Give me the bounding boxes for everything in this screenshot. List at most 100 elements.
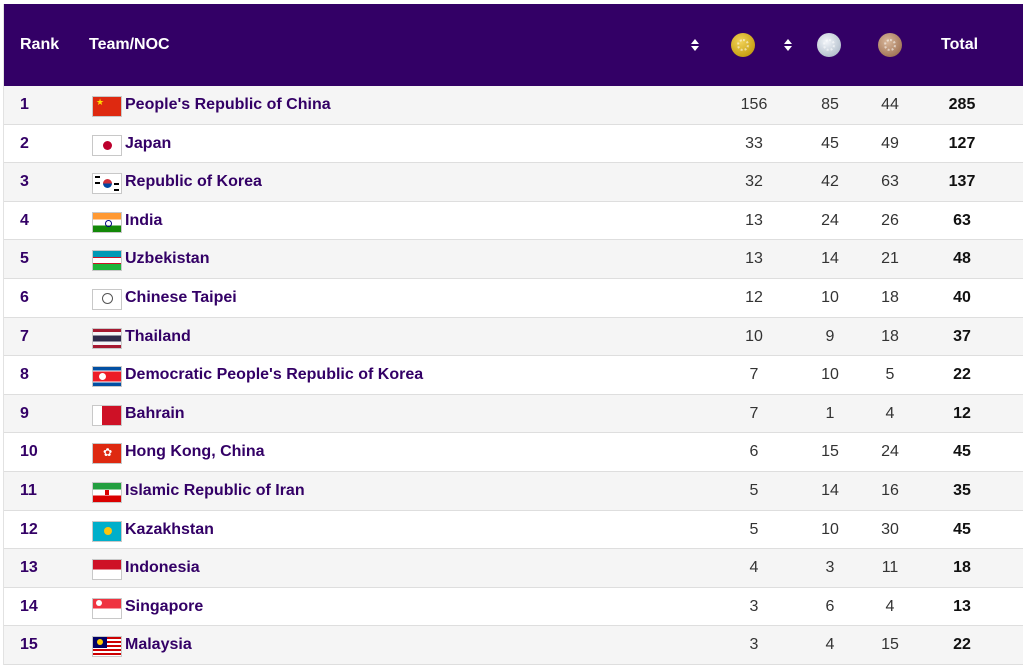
team-name-link[interactable]: Kazakhstan <box>125 520 214 538</box>
bronze-count-cell: 26 <box>881 211 899 229</box>
sort-team-icon[interactable] <box>691 39 699 51</box>
gold-count-cell: 4 <box>749 559 759 577</box>
table-row[interactable]: 5 Uzbekistan 13 14 21 48 <box>4 240 1023 279</box>
total-column-header[interactable]: Total <box>941 36 979 53</box>
table-row[interactable]: 3 Republic of Korea 32 42 63 137 <box>4 163 1023 202</box>
total-count-cell: 18 <box>953 559 971 577</box>
total-count-cell: 22 <box>953 636 971 654</box>
total-count-cell: 12 <box>953 404 971 422</box>
gold-count-cell: 3 <box>749 597 759 615</box>
silver-count-cell: 42 <box>821 173 839 191</box>
team-name-link[interactable]: Republic of Korea <box>125 173 262 191</box>
silver-count-cell: 85 <box>821 96 839 113</box>
rank-cell: 7 <box>20 327 29 345</box>
korea-flag-icon <box>92 173 122 195</box>
team-name-link[interactable]: Chinese Taipei <box>125 288 237 306</box>
gold-count-cell: 13 <box>745 211 763 229</box>
silver-count-cell: 1 <box>825 404 835 422</box>
team-name-link[interactable]: Malaysia <box>125 636 192 654</box>
gold-count-cell: 5 <box>749 520 759 538</box>
table-row[interactable]: 4 India 13 24 26 63 <box>4 201 1023 241</box>
rank-cell: 2 <box>20 134 29 152</box>
rank-cell: 1 <box>20 96 29 113</box>
team-name-link[interactable]: Democratic People's Republic of Korea <box>125 366 424 384</box>
table-row[interactable]: 1 ★ People's Republic of China 156 85 44 285 <box>4 86 1023 125</box>
table-row[interactable]: 12 Kazakhstan 5 10 30 45 <box>4 510 1023 550</box>
gold-medal-icon[interactable] <box>731 33 755 57</box>
rank-cell: 13 <box>20 559 38 577</box>
total-count-cell: 35 <box>953 481 971 499</box>
kazakhstan-flag-icon <box>92 520 122 542</box>
total-count-cell: 37 <box>953 327 971 345</box>
gold-count-cell: 13 <box>745 250 763 268</box>
rank-cell: 4 <box>20 211 29 229</box>
rank-cell: 11 <box>20 481 37 499</box>
table-body: 1 ★ People's Republic of China 156 85 44 285 2 J… <box>4 86 1023 665</box>
sort-gold-icon[interactable] <box>784 39 792 51</box>
team-name-link[interactable]: Bahrain <box>125 404 185 422</box>
gold-count-cell: 7 <box>749 366 759 384</box>
silver-count-cell: 10 <box>821 288 839 306</box>
bronze-count-cell: 15 <box>881 636 899 654</box>
gold-count-cell: 10 <box>745 327 763 345</box>
gold-count-cell: 12 <box>745 288 763 306</box>
singapore-flag-icon <box>92 597 122 619</box>
rank-cell: 14 <box>20 597 38 615</box>
total-count-cell: 48 <box>953 250 971 268</box>
silver-count-cell: 14 <box>821 481 839 499</box>
bronze-count-cell: 11 <box>881 559 899 577</box>
silver-medal-icon[interactable] <box>817 33 841 57</box>
table-row[interactable]: 2 Japan 33 45 49 127 <box>4 124 1023 164</box>
team-column-header[interactable]: Team/NOC <box>89 36 170 53</box>
gold-count-cell: 7 <box>749 404 759 422</box>
rank-column-header[interactable]: Rank <box>20 36 60 53</box>
table-row[interactable]: 14 Singapore 3 6 4 13 <box>4 587 1023 627</box>
total-count-cell: 22 <box>953 366 971 384</box>
bronze-count-cell: 44 <box>881 96 899 113</box>
bronze-count-cell: 21 <box>881 250 899 268</box>
team-name-link[interactable]: Islamic Republic of Iran <box>125 481 305 499</box>
total-count-cell: 127 <box>948 134 976 152</box>
hong-kong-flag-icon: ✿ <box>92 443 122 465</box>
table-row[interactable]: 9 Bahrain 7 1 4 12 <box>4 394 1023 434</box>
table-row[interactable]: 11 Islamic Republic of Iran 5 14 16 35 <box>4 471 1023 511</box>
table-row[interactable]: 6 Chinese Taipei 12 10 18 40 <box>4 278 1023 318</box>
india-flag-icon <box>92 211 122 233</box>
gold-count-cell: 6 <box>749 443 759 461</box>
gold-count-cell: 156 <box>740 96 768 113</box>
thailand-flag-icon <box>92 327 122 349</box>
medal-table: Rank Team/NOC Total 1 ★ People's Republic … <box>3 4 1023 665</box>
bronze-count-cell: 4 <box>885 597 895 615</box>
table-row[interactable]: 13 Indonesia 4 3 11 18 <box>4 549 1023 588</box>
rank-cell: 8 <box>20 366 29 384</box>
silver-count-cell: 15 <box>821 443 839 461</box>
team-name-link[interactable]: Uzbekistan <box>125 250 210 268</box>
team-name-link[interactable]: Thailand <box>125 327 191 345</box>
bronze-count-cell: 30 <box>881 520 899 538</box>
team-name-link[interactable]: Japan <box>125 134 172 152</box>
team-name-link[interactable]: People's Republic of China <box>125 96 331 113</box>
china-flag-icon: ★ <box>92 96 122 117</box>
table-row[interactable]: 7 Thailand 10 9 18 37 <box>4 317 1023 357</box>
table-row[interactable]: 15 Malaysia 3 4 15 22 <box>4 626 1023 665</box>
silver-count-cell: 3 <box>825 559 835 577</box>
team-name-link[interactable]: Indonesia <box>125 559 200 577</box>
team-name-link[interactable]: India <box>125 211 163 229</box>
indonesia-flag-icon <box>92 559 122 581</box>
rank-cell: 10 <box>20 443 38 461</box>
table-row[interactable]: 10 ✿ Hong Kong, China 6 15 24 45 <box>4 433 1023 472</box>
silver-count-cell: 9 <box>825 327 835 345</box>
bronze-medal-icon[interactable] <box>878 33 902 57</box>
bronze-count-cell: 5 <box>885 366 895 384</box>
chinese-taipei-flag-icon <box>92 288 122 310</box>
bronze-count-cell: 4 <box>885 404 895 422</box>
table-header: Rank Team/NOC Total <box>4 4 1023 86</box>
silver-count-cell: 24 <box>821 211 839 229</box>
team-name-link[interactable]: Singapore <box>125 597 204 615</box>
gold-count-cell: 32 <box>745 173 763 191</box>
team-name-link[interactable]: Hong Kong, China <box>125 443 265 461</box>
total-count-cell: 13 <box>953 597 971 615</box>
table-row[interactable]: 8 Democratic People's Republic of Korea 7 1… <box>4 356 1023 395</box>
silver-count-cell: 10 <box>821 520 839 538</box>
total-count-cell: 137 <box>948 173 976 191</box>
